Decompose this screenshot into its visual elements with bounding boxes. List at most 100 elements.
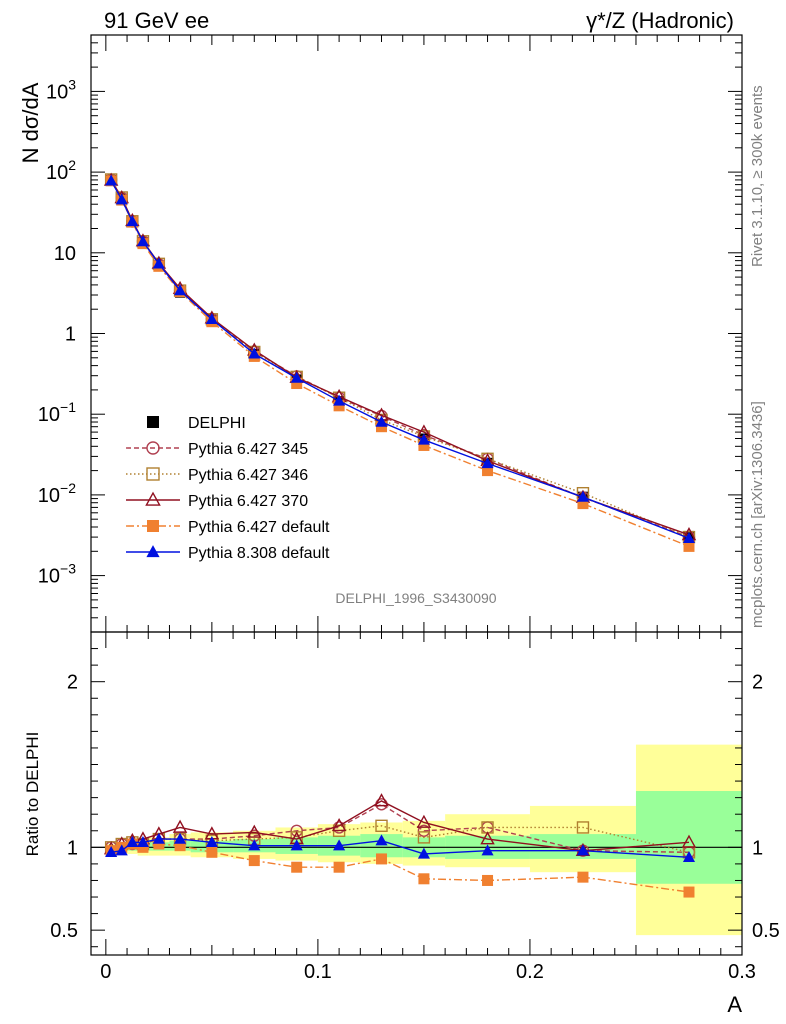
ratio-y-tick-label-right-0: 0.5 [752, 920, 780, 942]
legend-label-4: Pythia 6.427 default [188, 519, 330, 536]
header-left-title: 91 GeV ee [104, 8, 209, 33]
uncertainty-band-inner-10 [360, 834, 403, 858]
series-1 [104, 173, 696, 544]
x-tick-label-1: 0.1 [304, 961, 332, 983]
legend-entry-0: DELPHI [147, 415, 246, 432]
y-tick-label-1: 10−2 [38, 480, 76, 507]
legend-marker-5 [146, 545, 160, 558]
y-tick-label-3: 1 [65, 324, 76, 346]
y-tick-exp-0: −3 [60, 561, 76, 577]
y-tick-base-2: 10 [38, 404, 60, 426]
series-5-point-7 [248, 347, 261, 359]
y-tick-base-0: 10 [38, 566, 60, 588]
ratio-series-4-point-8 [290, 839, 303, 851]
series-5-point-13 [576, 490, 590, 502]
ratio-series-4-point-12 [481, 844, 494, 856]
ratio-series-2-point-11 [416, 814, 432, 828]
ratio-series-2-point-5 [172, 819, 188, 833]
ratio-series-4-point-14 [682, 850, 696, 862]
y-tick-exp-2: −1 [60, 399, 76, 415]
ratio-series-4-point-10 [375, 834, 388, 846]
series-line-5 [110, 180, 690, 539]
series-4-point-10 [376, 421, 388, 433]
ratio-frame [90, 631, 743, 956]
legend-entry-4: Pythia 6.427 default [126, 519, 330, 536]
series-4-point-11 [418, 439, 430, 451]
series-3 [103, 172, 697, 541]
y-tick-label-4: 10 [54, 243, 76, 265]
series-5 [105, 174, 696, 543]
ratio-series-3-point-14 [683, 886, 695, 898]
ratio-series-4-point-9 [333, 839, 346, 851]
legend-marker-3 [145, 491, 161, 506]
legend-marker-1 [146, 441, 160, 455]
ratio-series-4-point-1 [115, 844, 128, 856]
y-tick-label-6: 103 [46, 76, 76, 103]
ratio-series-0-point-8 [290, 824, 303, 837]
x-axis-label: A [727, 992, 742, 1017]
mcplots-side-text: mcplots.cern.ch [arXiv:1306.3436] [749, 401, 766, 628]
rivet-side-text: Rivet 3.1.10, ≥ 300k events [749, 85, 766, 267]
legend-label-3: Pythia 6.427 370 [188, 493, 308, 510]
ratio-series-4-point-5 [174, 832, 187, 844]
legend-entry-5: Pythia 8.308 default [126, 545, 330, 562]
ratio-series-4-point-7 [248, 839, 261, 851]
series-0 [106, 174, 694, 541]
y-tick-base-6: 10 [46, 81, 68, 103]
y-tick-base-1: 10 [38, 485, 60, 507]
legend-label-0: DELPHI [188, 415, 246, 432]
series-4-point-9 [333, 400, 345, 412]
y-tick-base-5: 10 [46, 162, 68, 184]
y-tick-label-0: 10−3 [38, 561, 76, 588]
series-5-point-4 [152, 257, 165, 269]
series-line-4 [110, 180, 690, 548]
ratio-series-3-point-10 [376, 853, 388, 865]
ratio-series-1-point-10 [375, 819, 388, 832]
ratio-series-3-point-4 [153, 838, 165, 850]
y-tick-exp-6: 3 [68, 76, 76, 92]
ratio-series-3-point-8 [291, 861, 303, 873]
series-5-point-3 [136, 235, 150, 247]
ratio-series-2-point-14 [681, 834, 697, 848]
x-tick-label-2: 0.2 [516, 961, 544, 983]
ratio-series-3-point-3 [137, 841, 149, 853]
x-tick-label-3: 0.3 [728, 961, 756, 983]
ratio-series-4-point-11 [417, 847, 430, 859]
legend-label-1: Pythia 6.427 345 [188, 441, 308, 458]
legend-entry-2: Pythia 6.427 346 [126, 467, 308, 484]
series-5-point-1 [115, 193, 128, 205]
ratio-series-2-point-7 [247, 824, 262, 838]
ratio-series-3-point-5 [174, 840, 186, 852]
series-5-point-2 [126, 215, 139, 227]
series-4-point-13 [577, 498, 589, 510]
ratio-y-tick-label-right-2: 2 [752, 672, 763, 694]
y-tick-base-3: 1 [65, 324, 76, 346]
ratio-panel: 0.5 0.5 1 1 2 2 0 0.1 0.2 0.3 Ratio to DELPHI A [23, 631, 780, 1017]
ratio-y-tick-label-1: 1 [67, 837, 78, 859]
ratio-series-4-point-0 [105, 845, 118, 857]
legend: DELPHI Pythia 6.427 345 Pythia 6.427 346 Py… [126, 415, 330, 562]
ratio-series-3-point-11 [418, 873, 430, 885]
header-right-title: γ*/Z (Hadronic) [586, 8, 734, 33]
series-4-point-12 [482, 465, 494, 477]
main-frame [90, 34, 743, 633]
series-5-point-12 [481, 457, 494, 469]
ratio-series-0-point-11 [417, 824, 431, 837]
series-5-point-9 [333, 394, 346, 406]
ratio-series-4-point-3 [136, 836, 150, 848]
x-tick-label-0: 0 [100, 961, 111, 983]
y-tick-label-5: 102 [46, 157, 76, 184]
y-tick-exp-5: 2 [68, 157, 76, 173]
ratio-series-1-point-11 [417, 831, 431, 844]
y-tick-label-2: 10−1 [38, 399, 76, 426]
watermark: DELPHI_1996_S3430090 [335, 590, 496, 606]
legend-label-5: Pythia 8.308 default [188, 545, 330, 562]
y-axis-label: N dσ/dA [18, 82, 43, 163]
ratio-series-3-point-9 [333, 861, 345, 873]
series-5-point-10 [375, 415, 388, 427]
series-2 [104, 173, 696, 544]
series-5-point-11 [417, 433, 430, 445]
legend-marker-0 [147, 416, 159, 428]
ratio-series-3-point-12 [482, 874, 494, 886]
